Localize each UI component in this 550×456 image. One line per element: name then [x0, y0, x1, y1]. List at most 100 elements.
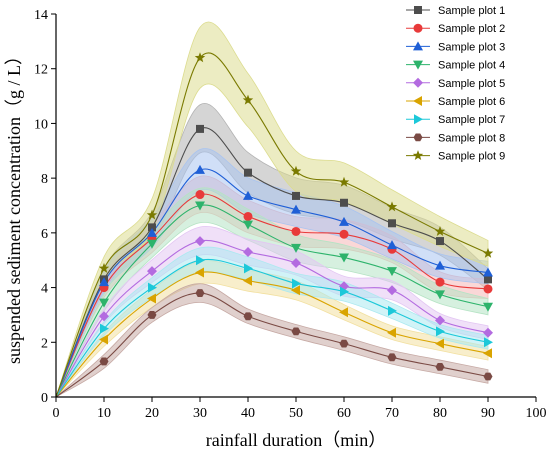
- y-tick-label: 12: [34, 63, 48, 78]
- data-point: [291, 285, 300, 296]
- data-point: [243, 312, 253, 321]
- data-point: [99, 298, 109, 308]
- legend-marker: [413, 60, 423, 70]
- x-tick-label: 60: [337, 406, 351, 421]
- data-point: [338, 176, 350, 187]
- data-point: [484, 275, 492, 284]
- series-markers: [98, 52, 494, 381]
- series-line: [55, 258, 489, 398]
- x-tick-label: 100: [526, 406, 547, 421]
- data-point: [483, 327, 493, 338]
- data-point: [484, 337, 493, 348]
- data-point: [291, 226, 301, 236]
- data-point: [99, 311, 109, 322]
- data-point: [435, 260, 445, 270]
- data-point: [436, 326, 445, 337]
- data-point: [339, 339, 349, 348]
- data-point: [243, 220, 253, 230]
- data-point: [483, 372, 493, 381]
- x-tick-label: 70: [385, 406, 399, 421]
- data-point: [339, 253, 349, 263]
- x-tick-label: 20: [145, 406, 159, 421]
- legend: Sample plot 1 Sample plot 2 Sample plot 3 S…: [406, 5, 505, 163]
- data-point: [387, 353, 397, 362]
- data-point: [147, 239, 157, 249]
- legend-label: Sample plot 7: [438, 114, 505, 126]
- data-point: [388, 219, 396, 228]
- y-tick-label: 4: [41, 282, 48, 297]
- data-point: [434, 225, 446, 236]
- data-point: [435, 290, 445, 300]
- legend-marker: [413, 77, 423, 88]
- data-point: [100, 323, 109, 334]
- data-point: [195, 289, 205, 297]
- data-point: [243, 247, 253, 258]
- data-point: [290, 165, 302, 176]
- data-point: [243, 275, 252, 286]
- legend-marker: [413, 133, 423, 142]
- y-tick-label: 0: [41, 391, 48, 406]
- data-point: [292, 278, 301, 289]
- data-point: [243, 190, 253, 200]
- data-point: [195, 236, 205, 247]
- data-point: [147, 266, 157, 277]
- legend-label: Sample plot 3: [438, 41, 505, 53]
- legend-label: Sample plot 9: [438, 151, 505, 163]
- y-tick-label: 8: [41, 172, 48, 187]
- series-line: [55, 193, 489, 398]
- data-point: [483, 284, 493, 294]
- data-point: [483, 348, 492, 359]
- data-point: [242, 94, 254, 105]
- x-axis-title: rainfall duration（min）: [206, 430, 386, 450]
- data-point: [482, 247, 494, 258]
- data-point: [195, 164, 205, 174]
- data-point: [243, 211, 253, 221]
- data-point: [291, 204, 301, 214]
- data-point: [339, 307, 348, 318]
- data-point: [435, 363, 445, 371]
- data-point: [436, 237, 444, 246]
- data-point: [483, 302, 493, 312]
- series-band: [55, 283, 489, 398]
- x-tick-label: 40: [241, 406, 255, 421]
- data-point: [340, 198, 348, 207]
- legend-marker: [412, 150, 424, 161]
- legend-marker: [413, 23, 423, 33]
- data-point: [291, 327, 301, 336]
- x-tick-label: 90: [481, 406, 495, 421]
- x-tick-label: 80: [433, 406, 447, 421]
- data-point: [194, 52, 206, 63]
- data-point: [195, 201, 205, 211]
- data-point: [195, 190, 205, 200]
- legend-marker: [413, 41, 423, 51]
- data-point: [292, 191, 300, 200]
- data-point: [435, 338, 444, 349]
- data-point: [387, 327, 396, 338]
- data-point: [99, 277, 109, 287]
- data-point: [148, 282, 157, 293]
- axes: 0 10 20 30 40 50 60 70 80 90 100 0 2 4 6 8 10 12 14: [34, 8, 547, 421]
- y-tick-label: 14: [34, 8, 48, 23]
- data-point: [148, 223, 156, 232]
- data-point: [483, 267, 493, 277]
- legend-label: Sample plot 6: [438, 96, 505, 108]
- data-point: [387, 285, 397, 296]
- y-tick-label: 10: [34, 117, 48, 132]
- data-point: [195, 267, 204, 278]
- series-line: [55, 239, 489, 398]
- data-point: [387, 267, 397, 277]
- data-point: [291, 257, 301, 268]
- series-band: [55, 187, 489, 398]
- data-point: [99, 334, 108, 345]
- data-point: [388, 305, 397, 316]
- y-tick-label: 6: [41, 227, 48, 242]
- data-point: [435, 315, 445, 326]
- data-point: [340, 286, 349, 297]
- legend-label: Sample plot 5: [438, 78, 505, 90]
- legend-marker: [413, 96, 422, 106]
- legend-label: Sample plot 8: [438, 132, 505, 144]
- data-point: [99, 357, 109, 366]
- x-tick-label: 10: [97, 406, 111, 421]
